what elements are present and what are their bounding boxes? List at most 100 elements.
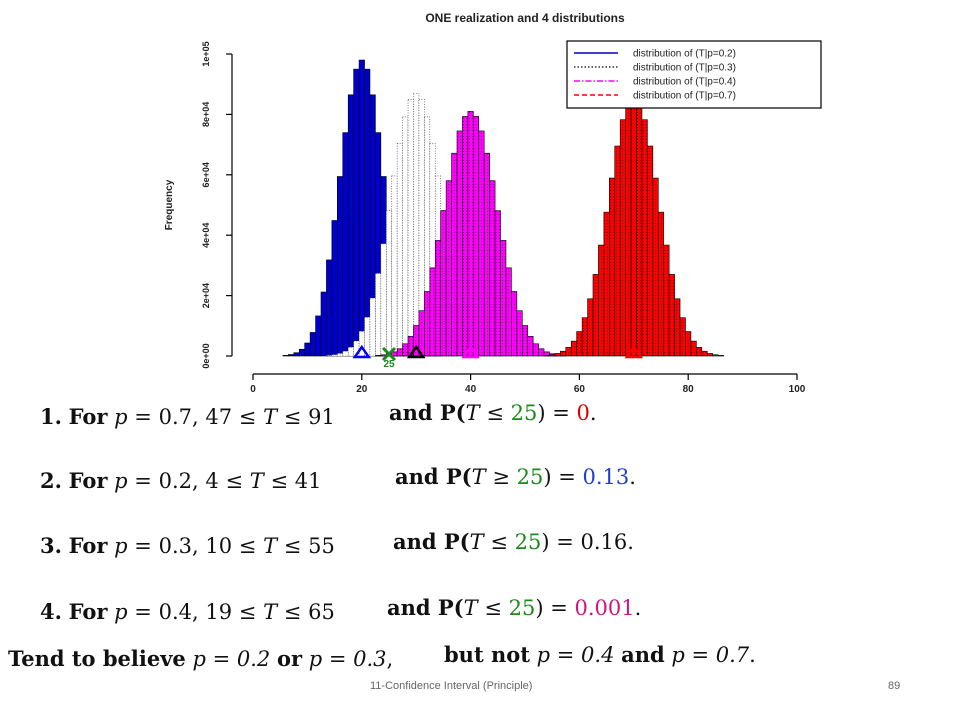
- bar-texture: [582, 317, 588, 356]
- operator: ≥: [492, 465, 510, 489]
- p-var: p: [114, 405, 128, 429]
- bar-texture: [707, 353, 713, 356]
- y-tick-label: 8e+04: [201, 102, 211, 127]
- le2: ≤: [283, 600, 302, 624]
- and-label: and P(: [389, 400, 466, 425]
- conclusion-or: or: [276, 646, 303, 671]
- bar-texture: [603, 212, 610, 356]
- comma: ,: [192, 600, 199, 624]
- statement-for: For: [68, 468, 108, 493]
- and-label: and P(: [393, 529, 470, 554]
- triangle-marker: [352, 344, 372, 359]
- x-tick-label: 80: [683, 384, 695, 395]
- t-var: T: [469, 530, 484, 554]
- range-hi: 65: [308, 600, 335, 624]
- statement-2-condition: 2. For p = 0.2, 4 ≤ T ≤ 41: [40, 468, 321, 493]
- bar-p0.2-t7: [288, 354, 295, 357]
- and-label: and P(: [395, 464, 472, 489]
- legend-label: distribution of (T|p=0.2): [633, 49, 736, 60]
- le1: ≤: [238, 405, 257, 429]
- eq: =: [134, 469, 152, 493]
- bar-p0.2-t10: [304, 342, 311, 357]
- statement-2-probability: and P(T ≥ 25) = 0.13.: [395, 464, 636, 489]
- t-var: T: [263, 600, 278, 624]
- bar-p0.3-t30: [413, 92, 420, 357]
- bar-p0.2-t16: [337, 176, 344, 357]
- bar-texture: [593, 274, 599, 356]
- y-tick-label: 6e+04: [201, 162, 211, 187]
- bar-p0.3-t20: [358, 330, 365, 357]
- bar-texture: [549, 354, 555, 356]
- conclusion-comma: ,: [386, 647, 394, 671]
- bar-p0.3-t27: [396, 143, 403, 357]
- bar-texture: [652, 178, 659, 356]
- bar-texture: [614, 146, 621, 356]
- p-value: 0.4: [158, 600, 192, 624]
- bar-texture: [500, 240, 506, 356]
- legend-box: [566, 40, 822, 109]
- eq: =: [134, 534, 152, 558]
- triangle-marker: [461, 344, 480, 359]
- bar-texture: [451, 153, 457, 356]
- bar-p0.3-t29: [407, 99, 414, 357]
- bar-texture: [522, 325, 528, 356]
- histogram-bars: [282, 59, 724, 357]
- bar-texture: [527, 336, 534, 356]
- bar-p0.2-t12: [315, 315, 322, 357]
- probability-value: 0.16: [580, 530, 628, 554]
- x-tick-label: 60: [574, 384, 586, 395]
- bar-texture: [457, 130, 463, 356]
- period: .: [589, 401, 597, 425]
- bar-texture: [641, 119, 648, 356]
- bar-texture: [565, 347, 572, 356]
- bar-texture: [554, 353, 561, 356]
- y-tick-label: 0e+00: [201, 343, 211, 368]
- bar-p0.2-t19: [353, 68, 360, 357]
- le2: ≤: [270, 469, 289, 493]
- footer-title: 11-Confidence Interval (Principle): [370, 680, 533, 692]
- statement-for: For: [68, 404, 108, 429]
- bar-texture: [440, 210, 447, 356]
- bar-texture: [560, 351, 566, 356]
- cross-marker: [381, 346, 397, 362]
- eq: =: [134, 600, 152, 624]
- p-var: p: [114, 600, 128, 624]
- bar-p0.2-t9: [298, 348, 305, 357]
- bar-texture: [571, 341, 577, 356]
- bar-p0.3-t16: [337, 353, 344, 357]
- bar-p0.3-t17: [342, 350, 349, 357]
- comma: ,: [192, 534, 199, 558]
- statement-3-probability: and P(T ≤ 25) = 0.16.: [393, 529, 634, 554]
- chart-axes: 0 20 40 60 80 100 0e+00 2e+04 4e+04 6e+04 8e+04 1e+…: [164, 41, 806, 395]
- operator: ≤: [484, 596, 502, 620]
- range-lo: 10: [205, 534, 233, 558]
- threshold: 25: [508, 596, 536, 620]
- t-var: T: [263, 405, 278, 429]
- le2: ≤: [283, 405, 302, 429]
- bar-texture: [587, 298, 593, 356]
- triangle-marker: [406, 344, 426, 359]
- statement-1-condition: 1. For p = 0.7, 47 ≤ T ≤ 91: [40, 404, 335, 429]
- bar-p0.3-t22: [369, 297, 376, 357]
- t-var: T: [465, 401, 480, 425]
- bar-p0.3-t14: [326, 355, 333, 357]
- period: .: [629, 465, 636, 489]
- chart-legend: distribution of (T|p=0.2) distribution of…: [566, 40, 822, 109]
- bar-texture: [533, 343, 539, 356]
- t-var: T: [471, 465, 486, 489]
- page-number: 89: [888, 680, 901, 692]
- close: ) =: [535, 596, 568, 620]
- close: ) =: [537, 401, 570, 425]
- bar-texture: [489, 180, 496, 356]
- range-lo: 4: [205, 469, 219, 493]
- bar-texture: [609, 178, 615, 356]
- conclusion-right: but not p = 0.4 and p = 0.7.: [444, 642, 756, 667]
- t-var: T: [249, 469, 264, 493]
- bar-p0.2-t13: [320, 291, 327, 357]
- y-tick-label: 4e+04: [201, 223, 211, 248]
- eq: =: [134, 405, 152, 429]
- bar-texture: [669, 274, 675, 356]
- bar-p0.2-t14: [326, 259, 333, 357]
- p-var: p: [114, 469, 128, 493]
